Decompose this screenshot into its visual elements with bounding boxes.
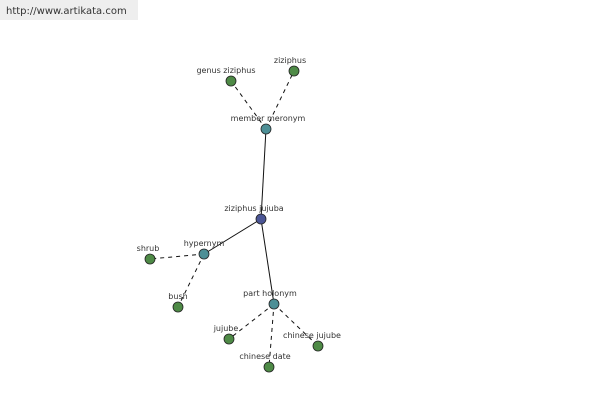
node[interactable]	[312, 340, 324, 352]
node[interactable]	[263, 361, 275, 373]
node[interactable]	[260, 123, 272, 135]
node-label[interactable]: jujube	[213, 324, 239, 333]
edge	[177, 253, 205, 308]
node-label[interactable]: chinese date	[239, 352, 290, 361]
node[interactable]	[172, 301, 184, 313]
edge	[260, 128, 267, 220]
edges	[149, 70, 319, 368]
node-label[interactable]: shrub	[137, 244, 160, 253]
url-bar	[0, 0, 138, 20]
node[interactable]	[255, 213, 267, 225]
node-label[interactable]: chinese jujube	[283, 331, 341, 340]
node[interactable]	[268, 298, 280, 310]
nodes: ziziphus jujuba member meronym genus ziz…	[137, 56, 341, 373]
edge	[230, 80, 267, 130]
edge	[260, 218, 275, 305]
edge	[203, 218, 262, 255]
edge	[268, 303, 275, 368]
node-label[interactable]: hypernym	[184, 239, 225, 248]
node[interactable]	[225, 75, 237, 87]
node-label[interactable]: ziziphus	[274, 56, 306, 65]
node-label[interactable]: part holonym	[243, 289, 297, 298]
node-label[interactable]: bush	[168, 292, 187, 301]
node-label[interactable]: member meronym	[231, 114, 306, 123]
edge	[228, 303, 275, 340]
node[interactable]	[223, 333, 235, 345]
node-label[interactable]: genus ziziphus	[196, 66, 255, 75]
node-label[interactable]: ziziphus jujuba	[224, 204, 283, 213]
edge	[149, 253, 205, 260]
url[interactable]: http://www.artikata.com	[6, 6, 127, 17]
edge	[273, 303, 319, 347]
node[interactable]	[198, 248, 210, 260]
node[interactable]	[288, 65, 300, 77]
node[interactable]	[144, 253, 156, 265]
edge	[265, 70, 295, 130]
